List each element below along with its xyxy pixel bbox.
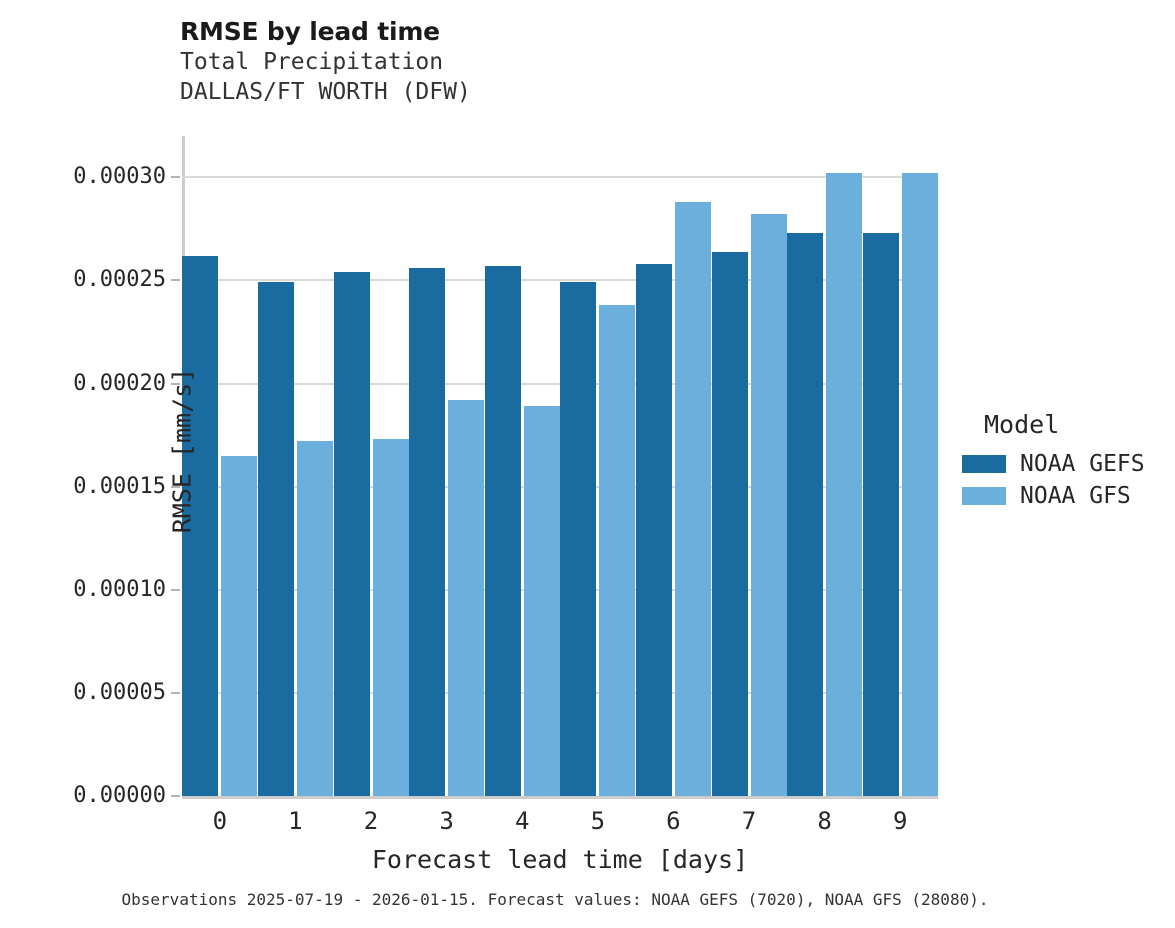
x-tick-label: 9 bbox=[892, 807, 908, 835]
legend-item-noaa-gfs[interactable]: NOAA GFS bbox=[962, 480, 1172, 512]
x-tick-label: 0 bbox=[212, 807, 228, 835]
y-tick-label-wrap: 0.00020 bbox=[0, 370, 166, 396]
bar bbox=[221, 455, 258, 796]
chart-header: RMSE by lead time Total Precipitation DA… bbox=[180, 16, 960, 107]
legend-swatch-icon bbox=[962, 455, 1006, 473]
y-tick-label: 0.00030 bbox=[73, 164, 166, 190]
y-tick-mark bbox=[171, 795, 180, 797]
bar bbox=[257, 282, 294, 796]
bar bbox=[372, 439, 409, 796]
y-axis-title: RMSE [mm/s] bbox=[167, 367, 197, 534]
x-tick-label: 8 bbox=[817, 807, 832, 835]
bar bbox=[333, 272, 370, 796]
chart-title: RMSE by lead time bbox=[180, 17, 440, 46]
gridline bbox=[182, 485, 938, 488]
gridline bbox=[182, 279, 938, 282]
bars-layer bbox=[182, 136, 938, 796]
bar bbox=[182, 255, 219, 796]
legend-swatch-icon bbox=[962, 487, 1006, 505]
y-tick-mark bbox=[171, 176, 180, 179]
bar bbox=[901, 173, 938, 796]
y-tick-label-wrap: 0.00025 bbox=[0, 269, 166, 291]
gridline bbox=[182, 588, 938, 591]
bar bbox=[599, 305, 636, 796]
plot-area: 0.00000 0.00005 0.00010 0.00015 0.00020 0.000… bbox=[73, 136, 938, 834]
y-tick-mark bbox=[171, 485, 180, 488]
y-tick-mark bbox=[171, 382, 180, 385]
y-tick-mark bbox=[171, 279, 180, 282]
legend: Model NOAA GEFS NOAA GFS bbox=[962, 410, 1172, 512]
y-tick-label: 0.00000 bbox=[73, 783, 166, 808]
y-tick-label-wrap: 0.00030 bbox=[0, 166, 166, 188]
gridline bbox=[182, 691, 938, 694]
x-tick-label: 5 bbox=[590, 807, 606, 835]
x-axis-spine bbox=[182, 796, 938, 799]
x-axis-title: Forecast lead time [days] bbox=[371, 845, 749, 874]
y-tick-label: 0.00015 bbox=[73, 473, 166, 499]
bar bbox=[787, 232, 824, 796]
y-tick-label-wrap: 0.00015 bbox=[0, 473, 166, 499]
y-tick-label: 0.00005 bbox=[73, 679, 166, 705]
bar bbox=[448, 400, 485, 796]
gridline bbox=[182, 382, 938, 385]
x-tick-label: 7 bbox=[741, 807, 757, 835]
x-tick-label: 4 bbox=[514, 807, 530, 835]
legend-title: Model bbox=[984, 410, 1060, 439]
bar bbox=[674, 202, 711, 796]
figure-caption: Observations 2025-07-19 - 2026-01-15. Fo… bbox=[121, 890, 989, 909]
y-tick-label-wrap: 0.00000 bbox=[0, 785, 166, 807]
chart-subtitle-variable: Total Precipitation bbox=[180, 49, 444, 75]
x-tick-label: 2 bbox=[363, 807, 379, 835]
legend-item-noaa-gefs[interactable]: NOAA GEFS bbox=[962, 448, 1172, 480]
bar bbox=[862, 232, 899, 796]
y-tick-mark bbox=[171, 588, 180, 591]
bar bbox=[296, 441, 333, 796]
legend-entries: NOAA GEFS NOAA GFS bbox=[962, 448, 1172, 512]
legend-label: NOAA GFS bbox=[1020, 482, 1131, 509]
bar bbox=[484, 265, 521, 796]
y-tick-mark bbox=[171, 691, 180, 694]
y-tick-label: 0.00020 bbox=[73, 370, 166, 396]
x-tick-label: 1 bbox=[288, 807, 303, 835]
chart-subtitle-station: DALLAS/FT WORTH (DFW) bbox=[180, 79, 471, 105]
bar bbox=[711, 251, 748, 796]
x-tick-label: 3 bbox=[439, 807, 454, 835]
legend-label: NOAA GEFS bbox=[1020, 450, 1145, 477]
bar bbox=[560, 282, 597, 796]
bar bbox=[750, 214, 787, 796]
y-tick-label: 0.00010 bbox=[73, 576, 166, 602]
bar bbox=[826, 173, 863, 796]
x-tick-label: 6 bbox=[666, 807, 681, 835]
bar bbox=[635, 263, 672, 796]
y-tick-label-wrap: 0.00010 bbox=[0, 576, 166, 602]
y-tick-label: 0.00025 bbox=[73, 267, 166, 293]
bar bbox=[523, 406, 560, 796]
y-tick-label-wrap: 0.00005 bbox=[0, 679, 166, 705]
gridline bbox=[182, 176, 938, 179]
bar bbox=[409, 268, 446, 796]
